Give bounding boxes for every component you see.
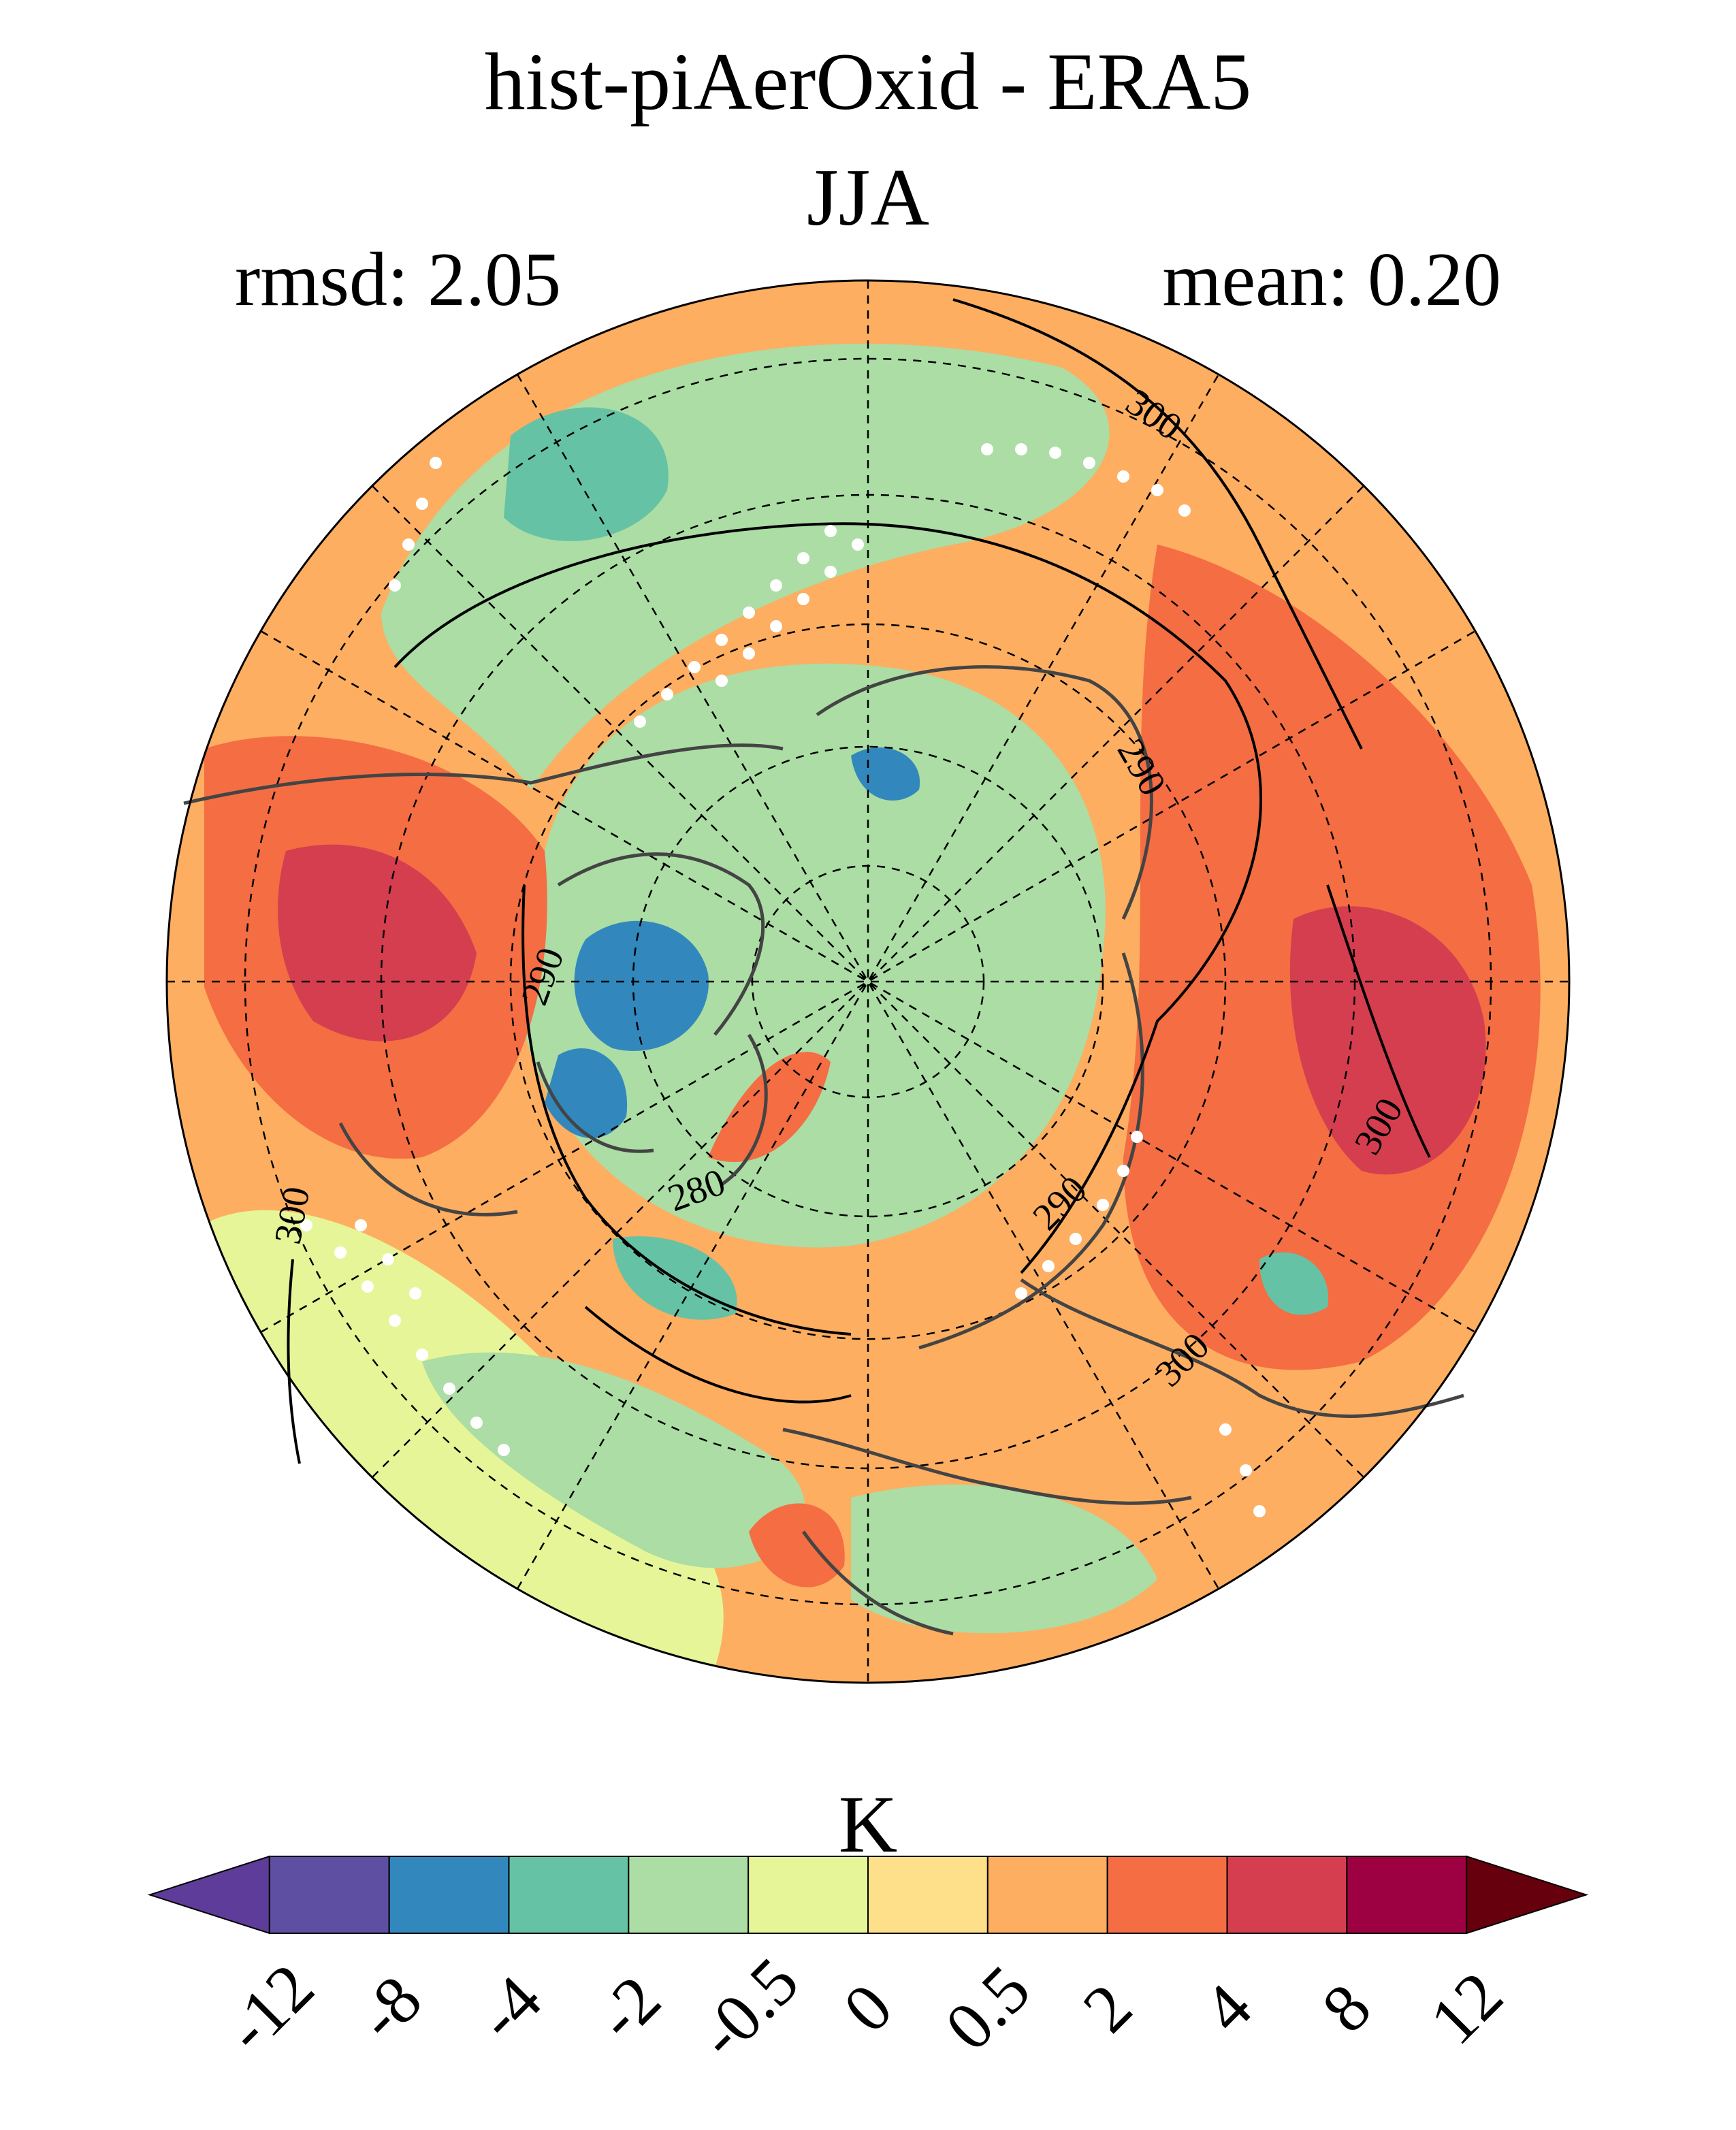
map-title: hist-piAerOxid - ERA5 (484, 36, 1252, 127)
colorbar-segment (628, 1856, 750, 1934)
rmsd-label: rmsd: 2.05 (235, 238, 562, 322)
field-eastpac-neutral (422, 1352, 805, 1568)
colorbar-segment (508, 1856, 630, 1934)
colorbar-segment (268, 1856, 390, 1934)
colorbar-unit: K (838, 1779, 898, 1869)
field-tibet-cool (1259, 1252, 1329, 1315)
colorbar-segment (867, 1856, 988, 1934)
field-atlantic-neutral (851, 1484, 1157, 1634)
field-canada-cold (574, 920, 709, 1051)
significance-dots (300, 443, 1266, 1517)
colorbar-segment (986, 1856, 1108, 1934)
colorbar-segment (1346, 1856, 1468, 1934)
colorbar-segment (1106, 1856, 1228, 1934)
coastlines (183, 665, 1464, 1636)
mean-label: mean: 0.20 (1162, 238, 1501, 322)
contour-label: 300 (267, 1184, 319, 1247)
contours (287, 298, 1431, 1464)
colorbar-extend-low (147, 1855, 270, 1935)
field-greenland-warm (708, 1052, 831, 1163)
season-label: JJA (806, 152, 930, 242)
field-arctic (516, 663, 1106, 1248)
colorbar-segment (748, 1856, 869, 1934)
field-namerica-hot (278, 844, 477, 1042)
colorbar-segment (388, 1856, 510, 1934)
colorbar-segment (1226, 1856, 1348, 1934)
field-pacific-cool (504, 407, 669, 541)
graticule (167, 280, 1569, 1683)
field-africa-warm (749, 1503, 845, 1587)
map-boundary (165, 279, 1571, 1684)
colorbar-extend-high (1466, 1855, 1589, 1935)
